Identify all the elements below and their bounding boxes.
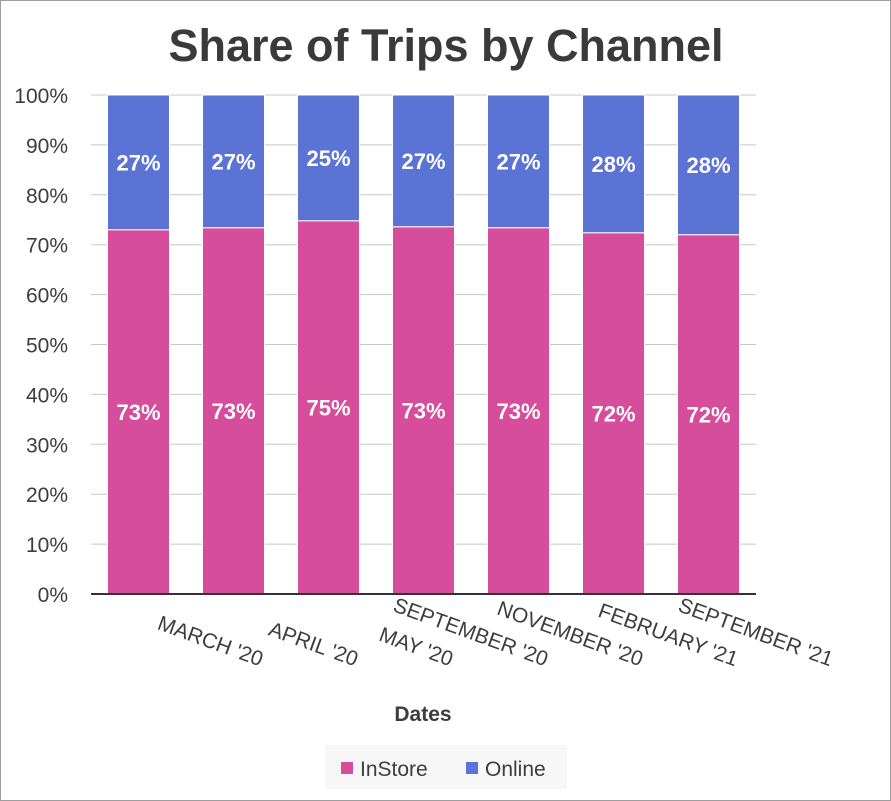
x-tick-label: SEPTEMBER '21 (675, 594, 836, 671)
data-label: 73% (401, 398, 445, 423)
data-label: 72% (591, 401, 635, 426)
bar-instore-5[interactable] (582, 232, 645, 595)
bar-online-1[interactable] (202, 94, 265, 229)
data-label: 75% (306, 395, 350, 420)
y-tick-label: 20% (26, 484, 68, 507)
data-label: 27% (211, 149, 255, 174)
y-tick-label: 0% (38, 584, 68, 607)
x-tick-label: MARCH '20 (155, 612, 266, 671)
chart-title: Share of Trips by Channel (168, 20, 723, 71)
y-tick-label: 10% (26, 534, 68, 557)
data-labels: 73% 27% 73% 27% 75% 25% 73% 27% 73% 27% 72% 28% 72% 2… (116, 146, 730, 427)
data-label: 73% (211, 399, 255, 424)
y-tick-label: 100% (14, 85, 68, 108)
legend-label-online[interactable]: Online (485, 758, 546, 781)
bar-online-6[interactable] (677, 94, 740, 236)
x-tick-label: APRIL '20 (266, 618, 361, 671)
data-label: 27% (401, 149, 445, 174)
y-tick-label: 40% (26, 384, 68, 407)
bar-online-2[interactable] (297, 94, 360, 222)
legend-swatch-instore[interactable] (341, 762, 353, 774)
data-label: 73% (116, 400, 160, 425)
y-tick-label: 50% (26, 335, 68, 358)
data-label: 28% (686, 153, 730, 178)
y-tick-label: 80% (26, 185, 68, 208)
data-label: 25% (306, 146, 350, 171)
bar-instore-4[interactable] (487, 227, 550, 595)
data-label: 73% (496, 399, 540, 424)
bar-instore-3[interactable] (392, 226, 455, 595)
legend-label-instore[interactable]: InStore (360, 758, 428, 781)
data-label: 28% (591, 152, 635, 177)
legend[interactable]: InStore Online (325, 745, 567, 789)
legend-background (325, 745, 567, 789)
bar-instore-2[interactable] (297, 220, 360, 595)
bar-instore-6[interactable] (677, 234, 740, 595)
y-axis-ticks: 0% 10% 20% 30% 40% 50% 60% 70% 80% 90% 100% (14, 85, 68, 607)
y-tick-label: 90% (26, 135, 68, 158)
legend-swatch-online[interactable] (466, 762, 478, 774)
data-label: 27% (116, 150, 160, 175)
y-tick-label: 30% (26, 434, 68, 457)
bar-online-4[interactable] (487, 94, 550, 229)
x-axis-title: Dates (394, 703, 451, 726)
y-tick-label: 70% (26, 235, 68, 258)
bar-online-5[interactable] (582, 94, 645, 234)
bar-online-0[interactable] (107, 94, 170, 231)
data-label: 72% (686, 402, 730, 427)
data-label: 27% (496, 149, 540, 174)
bar-online-3[interactable] (392, 94, 455, 228)
y-tick-label: 60% (26, 285, 68, 308)
